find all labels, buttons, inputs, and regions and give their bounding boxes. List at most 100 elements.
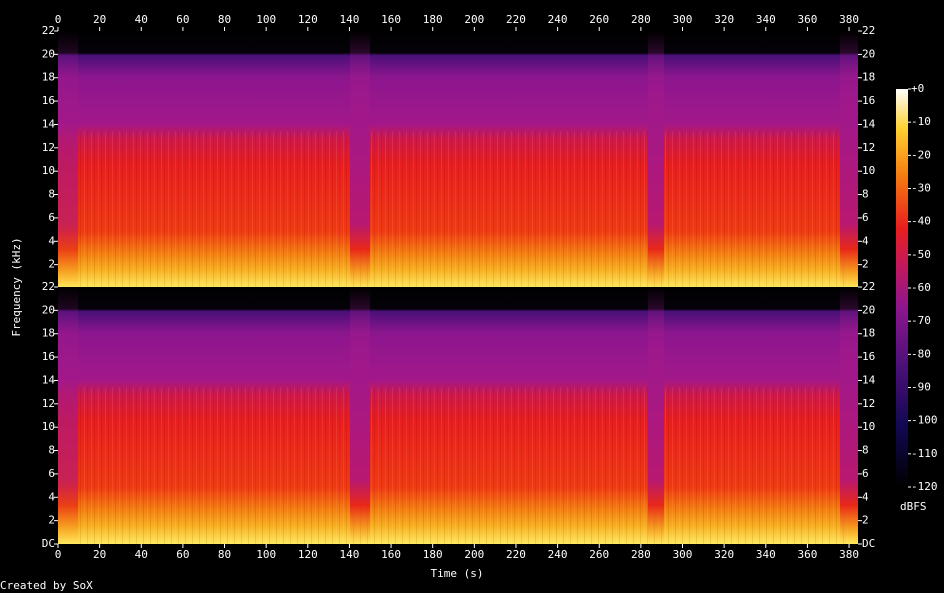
colorbar-tick-label: -60: [911, 281, 931, 294]
y-tick-label: 10: [42, 164, 55, 177]
y-tick-label: 22: [862, 24, 875, 37]
x-tick-label: 40: [135, 548, 148, 561]
x-tick-label: 340: [756, 548, 776, 561]
y-tick-label: 20: [42, 47, 55, 60]
quiet-end: [840, 31, 858, 288]
x-tick-label: 140: [340, 548, 360, 561]
y-tick-label: 10: [862, 420, 875, 433]
x-tick-label: 180: [423, 13, 443, 26]
colorbar-tick-label: +0: [911, 82, 924, 95]
y-tick-label: 8: [48, 444, 55, 457]
x-tick-label: 60: [176, 548, 189, 561]
spectrogram-texture: [78, 131, 848, 288]
y-tick-label: 18: [862, 71, 875, 84]
x-tick-label: 240: [548, 13, 568, 26]
y-tick-label: 12: [862, 141, 875, 154]
y-tick-label: 10: [42, 420, 55, 433]
quiet-gap: [648, 287, 664, 544]
y-tick-label: 16: [862, 94, 875, 107]
y-tick-label: 16: [42, 94, 55, 107]
x-tick-label: 100: [256, 13, 276, 26]
y-tick-label: 18: [42, 327, 55, 340]
quiet-onset: [58, 287, 78, 544]
quiet-end: [840, 287, 858, 544]
y-tick-label: 16: [42, 350, 55, 363]
colorbar-tick-label: -120: [911, 480, 938, 493]
x-tick-label: 120: [298, 548, 318, 561]
x-tick-label: 200: [464, 548, 484, 561]
x-tick-label: 160: [381, 548, 401, 561]
y-tick-label: 6: [48, 211, 55, 224]
colorbar-tick-label: -90: [911, 381, 931, 394]
x-tick-label: 80: [218, 548, 231, 561]
y-tick-label: 18: [42, 71, 55, 84]
x-tick-label: 280: [631, 13, 651, 26]
y-tick-label: 12: [42, 397, 55, 410]
x-tick-label: 340: [756, 13, 776, 26]
y-tick-label: 12: [862, 397, 875, 410]
x-tick-label: 300: [673, 548, 693, 561]
y-tick-label: DC: [42, 537, 55, 550]
x-tick-label: 100: [256, 548, 276, 561]
y-tick-label: 2: [48, 258, 55, 271]
y-tick-label: 22: [42, 280, 55, 293]
x-tick-label: 160: [381, 13, 401, 26]
x-tick-label: 40: [135, 13, 148, 26]
x-tick-label: 260: [589, 13, 609, 26]
colorbar-tick-label: -10: [911, 115, 931, 128]
x-tick-label: 20: [93, 548, 106, 561]
y-tick-label: 4: [862, 490, 869, 503]
y-tick-label: 16: [862, 350, 875, 363]
y-tick-label: 20: [42, 303, 55, 316]
y-tick-label: 20: [862, 303, 875, 316]
y-tick-label: 8: [862, 444, 869, 457]
y-tick-label: 6: [862, 211, 869, 224]
colorbar-label: dBFS: [900, 500, 927, 513]
y-tick-label: 22: [862, 280, 875, 293]
x-tick-label: 380: [839, 548, 859, 561]
y-tick-label: 14: [862, 117, 876, 130]
colorbar: [896, 89, 908, 487]
y-tick-label: 6: [48, 467, 55, 480]
x-tick-label: 140: [340, 13, 360, 26]
y-tick-label: 12: [42, 141, 55, 154]
x-tick-label: 360: [797, 13, 817, 26]
quiet-gap: [350, 31, 370, 288]
x-tick-label: 240: [548, 548, 568, 561]
x-tick-label: 180: [423, 548, 443, 561]
x-tick-label: 380: [839, 13, 859, 26]
colorbar-tick-label: -40: [911, 215, 931, 228]
x-tick-label: 320: [714, 13, 734, 26]
spectrogram-texture: [78, 387, 848, 544]
x-tick-label: 120: [298, 13, 318, 26]
y-tick-label: 8: [48, 188, 55, 201]
x-tick-label: 220: [506, 13, 526, 26]
y-tick-label: 14: [42, 117, 56, 130]
y-tick-label: 22: [42, 24, 55, 37]
x-tick-label: 200: [464, 13, 484, 26]
colorbar-tick-label: -30: [911, 182, 931, 195]
x-axis-label: Time (s): [431, 567, 484, 580]
colorbar-tick-label: -110: [911, 447, 938, 460]
y-tick-label: 2: [862, 258, 869, 271]
x-tick-label: 0: [55, 548, 62, 561]
y-axis-label: Frequency (kHz): [10, 237, 23, 336]
y-tick-label: 14: [862, 373, 876, 386]
colorbar-tick-label: -20: [911, 148, 931, 161]
quiet-gap: [350, 287, 370, 544]
y-tick-label: 20: [862, 47, 875, 60]
quiet-onset: [58, 31, 78, 288]
y-tick-label: 6: [862, 467, 869, 480]
y-tick-label: 18: [862, 327, 875, 340]
x-tick-label: 360: [797, 548, 817, 561]
x-tick-label: 280: [631, 548, 651, 561]
y-tick-label: 2: [862, 514, 869, 527]
colorbar-tick-label: -50: [911, 248, 931, 261]
x-tick-label: 300: [673, 13, 693, 26]
y-tick-label: 4: [48, 490, 55, 503]
colorbar-tick-label: -100: [911, 414, 938, 427]
quiet-gap: [648, 31, 664, 288]
x-tick-label: 320: [714, 548, 734, 561]
x-tick-label: 20: [93, 13, 106, 26]
